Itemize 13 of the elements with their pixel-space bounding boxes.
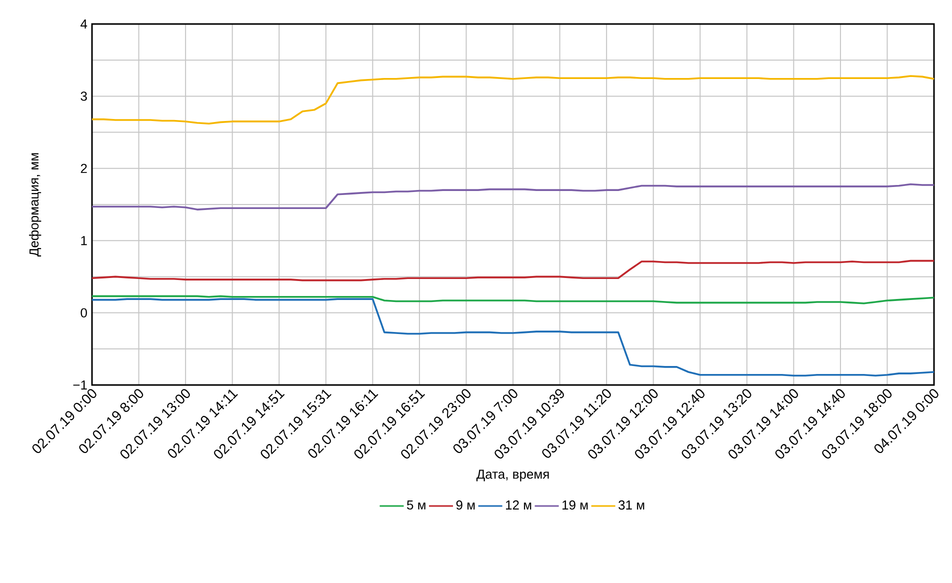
legend-label: 19 м	[562, 500, 588, 510]
y-tick-label: 4	[80, 20, 88, 28]
legend-label: 5 м	[406, 500, 426, 510]
y-tick-label: −1	[73, 380, 87, 390]
y-tick-label: 1	[81, 236, 87, 246]
y-tick-label: 3	[80, 92, 87, 101]
legend-label: 9 м	[456, 500, 475, 510]
legend-label: 31 м	[618, 500, 644, 510]
y-tick-label: 0	[80, 308, 87, 318]
x-axis-title: Дата, время	[476, 470, 549, 482]
legend-label: 12 м	[506, 500, 532, 510]
y-tick-label: 2	[80, 164, 87, 173]
y-axis-title: Деформация, мм	[29, 153, 42, 257]
